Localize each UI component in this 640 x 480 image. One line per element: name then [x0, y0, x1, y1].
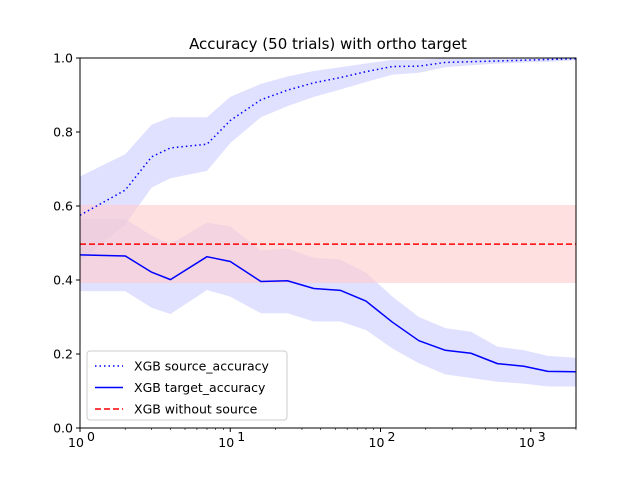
x-tick-exponent-1: 1	[237, 429, 245, 444]
y-axis: 0.0 0.2 0.4 0.6 0.8 1.0	[53, 51, 80, 436]
x-tick-label-2: 10	[369, 435, 385, 450]
series-1-line	[80, 254, 576, 373]
series-0-band	[80, 58, 576, 262]
y-tick-label-4: 0.8	[53, 125, 73, 140]
legend-label-1: XGB target_accuracy	[134, 380, 266, 395]
x-tick-exponent-0: 0	[87, 429, 95, 444]
legend-label-0: XGB source_accuracy	[134, 359, 270, 374]
legend-box	[86, 350, 288, 421]
legend-label-2: XGB without source	[134, 402, 258, 417]
y-tick-label-0: 0.0	[53, 421, 73, 436]
x-tick-exponent-2: 2	[388, 429, 396, 444]
y-tick-label-1: 0.2	[53, 347, 73, 362]
legend-items: XGB source_accuracy XGB target_accuracy XG…	[95, 359, 270, 417]
x-tick-label-0: 10	[68, 435, 84, 450]
plot-frame	[79, 57, 577, 429]
y-tick-label-3: 0.6	[53, 199, 73, 214]
x-tick-label-1: 10	[218, 435, 234, 450]
chart-title: Accuracy (50 trials) with ortho target	[189, 35, 467, 53]
y-tick-label-2: 0.4	[53, 273, 73, 288]
legend: XGB source_accuracy XGB target_accuracy XG…	[86, 350, 288, 421]
x-tick-exponent-3: 3	[538, 429, 546, 444]
x-axis: 10 0 10 1 10 2 10 3	[68, 428, 577, 450]
series-lines	[80, 58, 576, 373]
y-tick-label-5: 1.0	[53, 51, 73, 66]
x-tick-label-3: 10	[519, 435, 535, 450]
